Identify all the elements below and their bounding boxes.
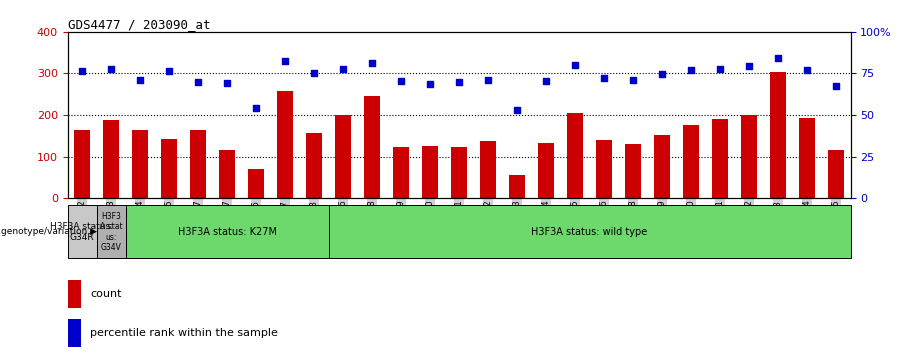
Point [800, 67, 814, 73]
Point [220, 80, 234, 85]
Text: H3F3A status:
G34R: H3F3A status: G34R [50, 222, 113, 241]
Bar [625, 144, 641, 198]
Bar [799, 118, 815, 198]
Point [162, 69, 176, 74]
Point [713, 67, 727, 72]
Bar [219, 150, 235, 198]
Text: GDS4477 / 203090_at: GDS4477 / 203090_at [68, 18, 210, 31]
Bar [68, 205, 96, 258]
Text: H3F3
A stat
us:
G34V: H3F3 A stat us: G34V [100, 212, 122, 252]
Text: H3F3A status: wild type: H3F3A status: wild type [531, 227, 648, 237]
Point [364, 60, 379, 66]
Bar [654, 135, 670, 198]
Bar [248, 169, 264, 198]
Bar [103, 120, 119, 198]
Point [770, 55, 785, 61]
Point [626, 77, 640, 82]
Point [539, 78, 554, 84]
Bar [125, 205, 328, 258]
Bar [335, 115, 351, 198]
Point [191, 79, 205, 85]
Point [597, 75, 611, 80]
Bar [538, 143, 554, 198]
Bar [74, 130, 90, 198]
Bar [770, 72, 786, 198]
Text: H3F3A status: K27M: H3F3A status: K27M [177, 227, 276, 237]
Bar [828, 150, 844, 198]
Bar [451, 148, 467, 198]
Point [655, 72, 670, 77]
Point [133, 77, 148, 82]
Bar [509, 175, 525, 198]
Bar [277, 91, 293, 198]
Bar [68, 280, 81, 308]
Point [684, 67, 698, 73]
Bar [68, 319, 81, 347]
Point [394, 78, 409, 83]
Point [336, 67, 350, 72]
Bar [480, 141, 496, 198]
Point [742, 63, 756, 69]
Point [829, 83, 843, 89]
Bar [364, 96, 380, 198]
Point [248, 105, 263, 110]
Bar [190, 130, 206, 198]
Bar [741, 115, 757, 198]
Bar [422, 146, 438, 198]
Bar [683, 125, 699, 198]
Text: genotype/variation ▶: genotype/variation ▶ [1, 227, 97, 236]
Bar [96, 205, 125, 258]
Point [307, 71, 321, 76]
Bar [596, 140, 612, 198]
Point [509, 107, 524, 113]
Bar [328, 205, 850, 258]
Bar [567, 113, 583, 198]
Point [278, 58, 293, 64]
Text: count: count [90, 289, 122, 299]
Bar [712, 119, 728, 198]
Point [568, 62, 582, 68]
Bar [393, 148, 409, 198]
Point [104, 67, 118, 72]
Point [75, 68, 89, 73]
Bar [132, 130, 148, 198]
Point [423, 81, 437, 87]
Text: percentile rank within the sample: percentile rank within the sample [90, 328, 278, 338]
Bar [161, 139, 177, 198]
Point [452, 79, 466, 85]
Bar [306, 132, 322, 198]
Point [481, 77, 495, 82]
